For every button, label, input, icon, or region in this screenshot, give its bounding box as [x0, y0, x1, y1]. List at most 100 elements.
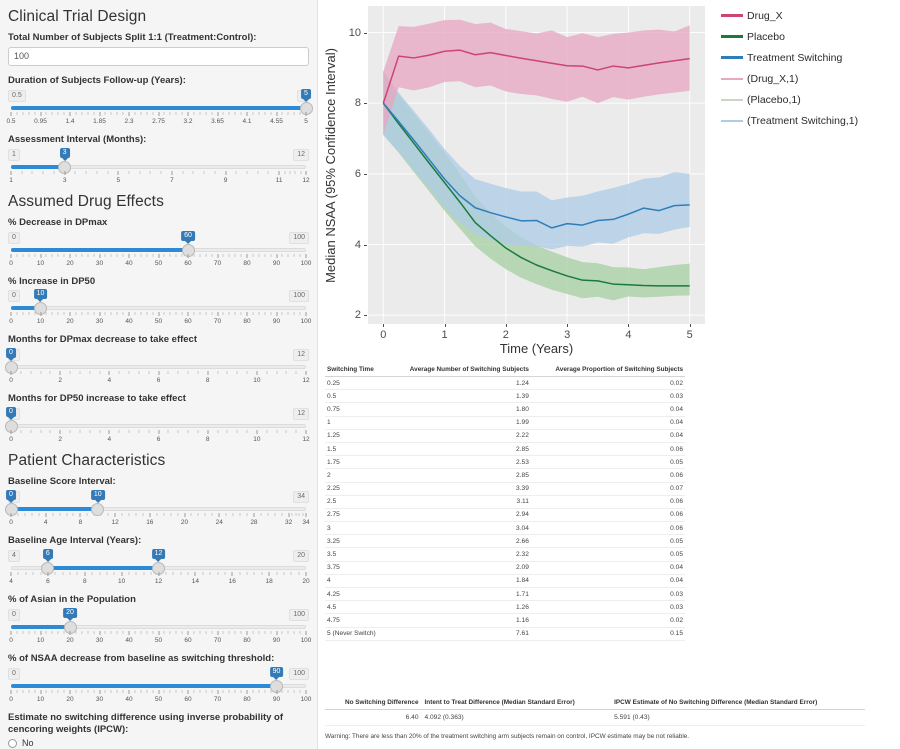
assessment-interval-slider[interactable]: 1 12 3 1 3 5 7 9 11 12 — [8, 147, 310, 187]
chart-y-tick-label: 6 — [354, 167, 361, 180]
table-row: 4.5 1.26 0.03 — [325, 600, 685, 615]
total-subjects-input[interactable]: 100 — [8, 46, 309, 66]
chart-x-tick-label: 4 — [625, 329, 632, 341]
switching-table-cell: 3 — [325, 521, 387, 536]
switching-table-cell: 1.84 — [386, 574, 531, 589]
baseline-score-label: Baseline Score Interval: — [8, 476, 116, 488]
baseline-score-slider[interactable]: 0 34 0 10 0 4 8 12 16 20 24 28 32 34 — [4, 490, 310, 529]
switching-table-cell: 1.25 — [325, 429, 387, 443]
slider-tick-label: 20 — [66, 636, 74, 644]
legend-item[interactable]: (Treatment Switching,1) — [721, 110, 899, 131]
slider-handle-value: 0 — [6, 407, 16, 421]
radio-no-icon[interactable] — [8, 738, 17, 748]
months-dp50-label: Months for DP50 increase to take effect — [8, 393, 186, 405]
table-row: 4 1.84 0.04 — [325, 574, 685, 589]
legend-item[interactable]: Placebo — [721, 26, 899, 47]
legend-item[interactable]: (Drug_X,1) — [721, 68, 899, 89]
chart-x-tick-label: 2 — [502, 329, 509, 341]
pct-asian-slider[interactable]: 0 100 20 0 10 20 30 40 50 60 70 80 90 100 — [8, 607, 312, 647]
slider-tick-label: 0 — [9, 259, 13, 267]
switching-table-cell: 0.15 — [530, 627, 685, 641]
switching-table-cell: 0.04 — [530, 402, 685, 417]
slider-handle-high[interactable] — [91, 503, 105, 516]
switching-table-cell: 3.04 — [386, 521, 531, 536]
table-row: 1.5 2.85 0.06 — [325, 442, 685, 457]
months-dpmax-label: Months for DPmax decrease to take effect — [8, 334, 198, 346]
slider-max-label: 12 — [293, 408, 309, 421]
slider-fill — [47, 565, 161, 570]
slider-tick-label: 50 — [154, 636, 163, 644]
legend-swatch-icon — [721, 77, 743, 80]
summary-table-header-row: No Switching Difference Intent to Treat D… — [325, 696, 865, 710]
slider-tick-label: 32 — [285, 519, 293, 526]
slider-tick-label: 9 — [223, 176, 228, 184]
slider-tick-label: 5 — [116, 176, 121, 184]
slider-tick-label: 30 — [95, 636, 104, 644]
table-row: 3 3.04 0.06 — [325, 521, 685, 536]
table-row: 2.5 3.11 0.06 — [325, 495, 685, 509]
slider-track[interactable] — [11, 365, 306, 370]
dp50-increase-slider[interactable]: 0 100 10 0 10 20 30 40 50 60 70 80 90 100 — [8, 289, 311, 328]
switching-table-cell: 0.04 — [530, 561, 685, 575]
slider-tick-label: 12 — [302, 377, 310, 385]
slider-ticks: 0 4 8 12 16 20 24 28 32 34 — [9, 513, 310, 529]
legend-item[interactable]: Drug_X — [721, 5, 899, 26]
slider-tick-label: 1.85 — [93, 117, 106, 125]
switching-table-cell: 3.39 — [386, 482, 531, 496]
slider-tick-label: 40 — [125, 695, 133, 703]
slider-min-label: 0.5 — [8, 89, 26, 102]
slider-tick-label: 20 — [66, 695, 74, 703]
chart-y-tick-label: 4 — [354, 238, 361, 251]
chart-x-tick-mark — [689, 324, 691, 327]
switching-table-cell: 2.25 — [325, 482, 387, 496]
switching-table-cell: 1.71 — [386, 587, 531, 602]
section-title-clinical-trial-design: Clinical Trial Design — [8, 8, 147, 25]
slider-handle-value: 10 — [33, 289, 48, 303]
switching-table-header-cell: Average Proportion of Switching Subjects — [530, 363, 685, 377]
chart-x-tick-label: 0 — [380, 329, 387, 341]
legend-label: (Treatment Switching,1) — [747, 114, 859, 127]
slider-tick-label: 4 — [107, 377, 112, 385]
slider-ticks: 0 2 4 6 8 10 12 — [9, 430, 310, 446]
switching-table-cell: 2.22 — [386, 429, 531, 443]
slider-tick-label: 12 — [154, 577, 163, 585]
slider-tick-label: 12 — [302, 176, 310, 184]
slider-tick-label: 3 — [62, 176, 67, 184]
slider-track[interactable] — [11, 306, 306, 311]
slider-tick-label: 4.55 — [270, 117, 283, 125]
months-dpmax-slider[interactable]: 0120024681012 — [4, 348, 310, 387]
summary-table-header-cell: No Switching Difference — [325, 696, 422, 710]
table-row: 4.25 1.71 0.03 — [325, 587, 685, 602]
dpmax-decrease-slider[interactable]: 0 100 60 0 10 20 30 40 50 60 70 80 90 100 — [8, 230, 311, 270]
switching-table-cell: 0.06 — [530, 495, 685, 509]
slider-min-label: 0 — [8, 290, 20, 303]
slider-tick-label: 100 — [300, 636, 312, 644]
legend-item[interactable]: (Placebo,1) — [721, 89, 899, 110]
switching-table-cell: 1.16 — [386, 613, 531, 628]
legend-item[interactable]: Treatment Switching — [721, 47, 899, 68]
chart-x-tick-label: 1 — [441, 329, 448, 341]
table-row: 2.75 2.94 0.06 — [325, 508, 685, 523]
pct-nsaa-slider[interactable]: 0 100 90 0 10 20 30 40 50 60 70 80 90 100 — [8, 666, 311, 706]
slider-max-label: 34 — [293, 491, 309, 503]
pct-asian-label: % of Asian in the Population — [8, 593, 136, 605]
followup-slider[interactable]: 0.5 5 5 0.5 0.95 1.4 1.85 2.3 2.75 3.2 3.65 4.1 4.55… — [6, 88, 313, 128]
slider-fill — [11, 247, 192, 252]
slider-tick-label: 10 — [36, 259, 45, 267]
ipcw-radio-no[interactable]: No — [8, 738, 309, 748]
slider-tick-label: 12 — [111, 519, 119, 526]
slider-track[interactable] — [11, 424, 306, 429]
slider-tick-label: 0 — [9, 377, 13, 385]
nsaa-chart: Median NSAA (95% Confidence Interval) 2 4… — [318, 0, 900, 362]
table-row: 2 2.85 0.06 — [325, 468, 685, 483]
slider-tick-label: 8 — [205, 436, 210, 444]
slider-tick-label: 1.4 — [65, 117, 75, 125]
months-dp50-slider[interactable]: 0120024681012 — [4, 407, 310, 446]
table-row: 6.40 4.092 (0.363) 5.591 (0.43) — [325, 709, 865, 726]
slider-tick-label: 5 — [304, 117, 308, 125]
baseline-age-slider[interactable]: 4 20 6 12 4 6 8 10 12 14 16 18 20 — [8, 548, 310, 588]
legend-label: (Placebo,1) — [747, 93, 801, 106]
slider-fill — [11, 683, 282, 688]
slider-tick-label: 30 — [95, 259, 104, 267]
